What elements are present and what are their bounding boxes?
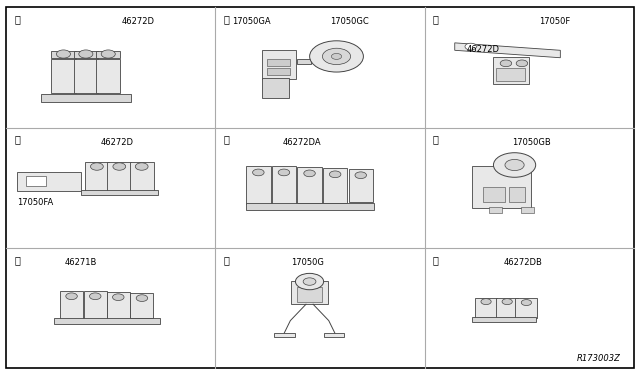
Circle shape <box>521 299 531 305</box>
Bar <box>297 287 323 302</box>
FancyBboxPatch shape <box>493 57 529 84</box>
Circle shape <box>101 50 115 58</box>
FancyBboxPatch shape <box>51 51 76 58</box>
FancyBboxPatch shape <box>291 281 328 304</box>
Text: Ⓑ: Ⓑ <box>223 14 229 24</box>
Bar <box>472 317 536 322</box>
Text: Ⓕ: Ⓕ <box>432 134 438 144</box>
FancyBboxPatch shape <box>323 169 348 203</box>
FancyBboxPatch shape <box>84 163 109 191</box>
Circle shape <box>310 41 364 72</box>
FancyBboxPatch shape <box>298 167 322 203</box>
FancyBboxPatch shape <box>129 163 154 191</box>
Circle shape <box>113 163 125 170</box>
Text: 17050G: 17050G <box>291 258 324 267</box>
Circle shape <box>323 48 351 65</box>
FancyBboxPatch shape <box>472 167 531 208</box>
Circle shape <box>79 50 93 58</box>
Text: Ⓒ: Ⓒ <box>432 14 438 24</box>
FancyBboxPatch shape <box>51 59 76 93</box>
Bar <box>41 94 131 102</box>
Circle shape <box>90 163 103 170</box>
Text: 46272D: 46272D <box>122 17 154 26</box>
FancyBboxPatch shape <box>96 59 120 93</box>
Text: Ⓓ: Ⓓ <box>14 134 20 144</box>
Circle shape <box>304 170 316 177</box>
Polygon shape <box>455 43 561 58</box>
Circle shape <box>278 169 290 176</box>
Text: Ⓘ: Ⓘ <box>432 255 438 265</box>
FancyBboxPatch shape <box>96 51 120 58</box>
Circle shape <box>355 172 367 179</box>
Text: 17050GC: 17050GC <box>330 17 369 26</box>
Bar <box>275 333 295 337</box>
Text: 17050F: 17050F <box>540 17 571 26</box>
FancyBboxPatch shape <box>60 291 83 320</box>
Bar <box>489 207 502 214</box>
FancyBboxPatch shape <box>107 292 130 319</box>
Bar <box>54 318 160 324</box>
Bar <box>497 68 525 81</box>
Circle shape <box>493 153 536 177</box>
Text: 46272DB: 46272DB <box>504 258 543 267</box>
FancyBboxPatch shape <box>475 298 497 319</box>
Circle shape <box>481 299 491 305</box>
Text: Ⓗ: Ⓗ <box>223 255 229 265</box>
Circle shape <box>66 293 77 299</box>
Polygon shape <box>17 172 81 191</box>
Circle shape <box>303 278 316 285</box>
FancyBboxPatch shape <box>84 291 107 320</box>
Bar <box>268 68 290 75</box>
Text: Ⓔ: Ⓔ <box>223 134 229 144</box>
Circle shape <box>56 50 70 58</box>
FancyBboxPatch shape <box>515 298 537 318</box>
FancyBboxPatch shape <box>349 169 373 202</box>
FancyBboxPatch shape <box>262 51 296 79</box>
Circle shape <box>502 299 512 305</box>
FancyBboxPatch shape <box>262 78 289 98</box>
Text: R173003Z: R173003Z <box>577 354 621 363</box>
Text: Ⓐ: Ⓐ <box>14 14 20 24</box>
Text: 46272DA: 46272DA <box>282 138 321 147</box>
FancyBboxPatch shape <box>74 59 98 93</box>
Bar <box>268 59 290 66</box>
Text: 46271B: 46271B <box>65 258 97 267</box>
Circle shape <box>296 273 324 290</box>
Text: 46272D: 46272D <box>100 138 134 147</box>
Circle shape <box>516 60 528 67</box>
FancyBboxPatch shape <box>246 167 271 205</box>
Bar <box>324 333 344 337</box>
Circle shape <box>113 294 124 301</box>
Circle shape <box>330 171 341 178</box>
Bar <box>509 187 525 202</box>
FancyBboxPatch shape <box>496 298 518 319</box>
FancyBboxPatch shape <box>272 167 296 205</box>
Bar <box>297 60 311 64</box>
Text: 17050FA: 17050FA <box>17 198 53 207</box>
Bar <box>26 176 45 186</box>
Circle shape <box>465 43 477 50</box>
FancyBboxPatch shape <box>107 163 131 191</box>
Circle shape <box>332 54 342 60</box>
Text: Ⓖ: Ⓖ <box>14 255 20 265</box>
Circle shape <box>136 295 148 301</box>
Text: 46272D: 46272D <box>467 45 499 54</box>
Circle shape <box>505 160 524 171</box>
Text: 17050GB: 17050GB <box>513 138 551 147</box>
Bar <box>81 190 157 195</box>
FancyBboxPatch shape <box>131 293 154 318</box>
Text: 17050GA: 17050GA <box>232 17 271 26</box>
Circle shape <box>500 60 512 67</box>
Bar <box>521 207 534 214</box>
Circle shape <box>90 293 101 299</box>
FancyBboxPatch shape <box>74 51 98 58</box>
Circle shape <box>253 169 264 176</box>
Bar <box>483 187 505 202</box>
Circle shape <box>135 163 148 170</box>
Bar <box>246 203 374 210</box>
